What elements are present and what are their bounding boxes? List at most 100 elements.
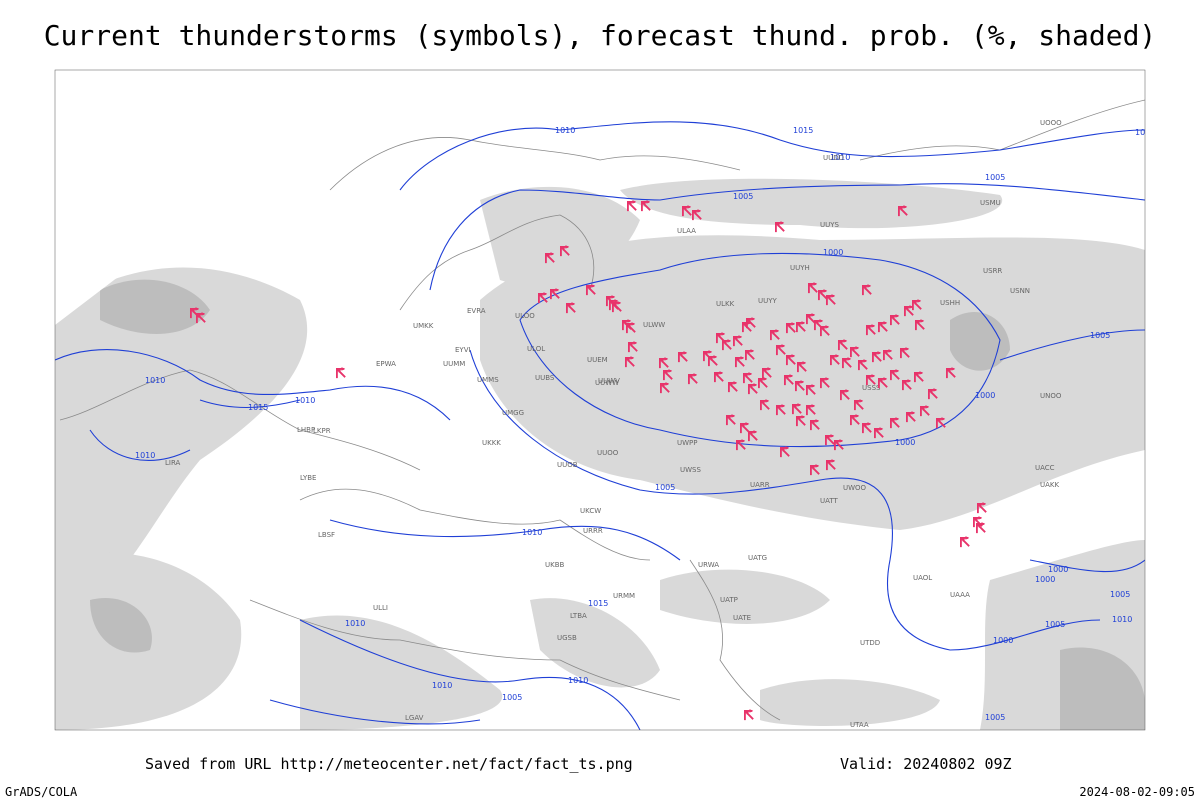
station-label: EPWA — [376, 360, 396, 368]
station-label: UUYS — [820, 221, 840, 229]
valid-time: Valid: 20240802 09Z — [840, 755, 1012, 773]
station-label: UUMM — [443, 360, 465, 368]
isobar-label: 1000 — [975, 391, 995, 400]
station-label: UACC — [1035, 464, 1055, 472]
saved-url: Saved from URL http://meteocenter.net/fa… — [145, 755, 633, 773]
isobar-label: 1000 — [1035, 575, 1055, 584]
station-label: LGAV — [405, 714, 424, 722]
station-label: UTDD — [860, 639, 880, 647]
isobar-label: 1005 — [1110, 590, 1130, 599]
station-label: UATE — [733, 614, 751, 622]
station-label: UUBS — [535, 374, 555, 382]
station-label: UMGG — [502, 409, 524, 417]
isobar-label: 1005 — [502, 693, 522, 702]
station-label: UUWW — [595, 379, 619, 387]
station-label: UATG — [748, 554, 767, 562]
isobar-label: 1010 — [135, 451, 155, 460]
title: Current thunderstorms (symbols), forecas… — [44, 19, 1157, 52]
station-label: LTBA — [570, 612, 587, 620]
station-label: UNOO — [1040, 392, 1062, 400]
station-label: USNN — [1010, 287, 1030, 295]
station-label: UAKK — [1040, 481, 1060, 489]
thunderstorm-symbol — [102, 142, 114, 155]
station-label: UWPP — [677, 439, 698, 447]
station-label: ULAA — [677, 227, 696, 235]
station-label: UWOO — [843, 484, 867, 492]
isobar-label: 1010 — [145, 376, 165, 385]
isobar-label: 1005 — [1090, 331, 1110, 340]
isobar-label: 1015 — [588, 599, 608, 608]
station-label: UATP — [720, 596, 738, 604]
station-label: UTAA — [850, 721, 869, 729]
station-label: EVRA — [467, 307, 486, 315]
station-label: UKKK — [482, 439, 501, 447]
isobar-label: 1010 — [830, 153, 850, 162]
isobar-label: 1005 — [985, 713, 1005, 722]
station-label: UUDD — [823, 154, 844, 162]
station-label: USRR — [983, 267, 1002, 275]
station-label: ULOL — [527, 345, 545, 353]
station-label: ULLI — [373, 604, 388, 612]
station-label: UUOO — [597, 449, 619, 457]
isobar-label: 1010 — [295, 396, 315, 405]
isobars — [55, 121, 1145, 730]
station-label: UMMS — [477, 376, 499, 384]
station-label: UARR — [750, 481, 770, 489]
station-label: LKPR — [313, 427, 331, 435]
thunderstorm-symbol — [117, 144, 129, 157]
isobar-label: 1005 — [985, 173, 1005, 182]
station-label: UUWV — [598, 377, 620, 385]
isobar-label: 1010 — [568, 676, 588, 685]
station-label: UUOB — [557, 461, 578, 469]
station-label: URMM — [613, 592, 635, 600]
map-area: 1010 1015 1010 1005 1000 1015 1010 1010 1015 1010… — [55, 70, 1155, 730]
software-credit: GrADS/COLA — [5, 785, 78, 799]
station-label: USSS — [862, 384, 881, 392]
isobar-label: 1015 — [1135, 128, 1155, 137]
isobar-label: 1015 — [793, 126, 813, 135]
isobar-label: 1010 — [555, 126, 575, 135]
station-label: UUYH — [790, 264, 810, 272]
isobar-label: 1010 — [432, 681, 452, 690]
station-label: UATT — [820, 497, 839, 505]
isobar-label: 1010 — [345, 619, 365, 628]
station-label: UWSS — [680, 466, 701, 474]
thunderstorm-symbol — [87, 148, 99, 161]
station-label: ULOO — [515, 312, 535, 320]
station-label: UAOL — [913, 574, 932, 582]
station-label: LBSF — [318, 531, 335, 539]
station-label: USHH — [940, 299, 960, 307]
station-label: ULWW — [643, 321, 665, 329]
station-label: UMKK — [413, 322, 434, 330]
isobar-label: 1000 — [823, 248, 843, 257]
isobar-label: 1005 — [1045, 620, 1065, 629]
isobar-label: 1005 — [655, 483, 675, 492]
isobar-label: 1000 — [895, 438, 915, 447]
station-label: UAAA — [950, 591, 970, 599]
station-label: UKBB — [545, 561, 565, 569]
station-label: LHBP — [297, 426, 315, 434]
timestamp: 2024-08-02-09:05 — [1079, 785, 1195, 799]
station-label: UOOO — [1040, 119, 1062, 127]
isobar-label: 1000 — [993, 636, 1013, 645]
coastlines — [59, 99, 1145, 721]
isobar-label: 1015 — [248, 403, 268, 412]
station-label: UUEM — [587, 356, 608, 364]
isobar-label: 1010 — [1112, 615, 1132, 624]
station-label: LIRA — [165, 459, 181, 467]
isobar-label: 1000 — [1048, 565, 1068, 574]
station-label: EYVI — [455, 346, 471, 354]
station-label: USMU — [980, 199, 1001, 207]
station-label: UUYY — [758, 297, 778, 305]
probability-shading-dark — [90, 279, 1145, 730]
map-frame — [54, 69, 1146, 731]
station-label: ULKK — [716, 300, 735, 308]
isobar-label: 1010 — [522, 528, 542, 537]
station-label: URRR — [583, 527, 603, 535]
isobar-label: 1005 — [733, 192, 753, 201]
station-label: UGSB — [557, 634, 577, 642]
station-label: URWA — [698, 561, 719, 569]
station-label: UKCW — [580, 507, 601, 515]
station-label: LYBE — [300, 474, 316, 482]
